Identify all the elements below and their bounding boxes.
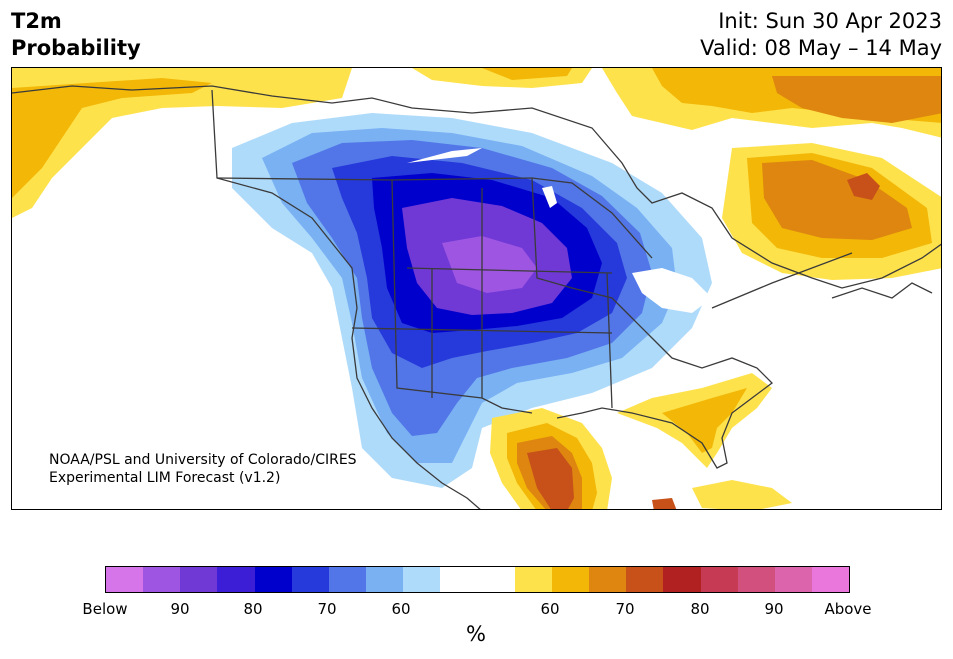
credit-line-2: Experimental LIM Forecast (v1.2)	[49, 470, 281, 486]
field-quebec-above-65	[762, 160, 912, 240]
colorbar-tick-label: Below	[82, 600, 128, 618]
colorbar-segment	[291, 567, 329, 592]
colorbar-tick-label: 90	[764, 600, 784, 618]
colorbar-tick-label: Above	[824, 600, 872, 618]
colorbar-tick-label: 70	[615, 600, 635, 618]
colorbar-segment	[551, 567, 590, 592]
colorbar-segment	[328, 567, 367, 592]
date-info: Init: Sun 30 Apr 2023 Valid: 08 May – 14…	[700, 8, 942, 62]
colorbar-tick-label: 60	[540, 600, 560, 618]
colorbar-segment	[366, 567, 404, 592]
colorbar-segment	[514, 567, 552, 592]
colorbar-segment	[589, 567, 627, 592]
field-cuba-above	[692, 480, 792, 509]
colorbar-segment	[403, 567, 441, 592]
init-date: Init: Sun 30 Apr 2023	[718, 9, 942, 33]
lake-winnipeg	[542, 186, 557, 208]
valid-range: Valid: 08 May – 14 May	[700, 36, 942, 60]
colorbar-segment	[700, 567, 738, 592]
colorbar-unit: %	[466, 622, 486, 646]
colorbar-segment	[254, 567, 292, 592]
colorbar-tick-label: 80	[690, 600, 710, 618]
lake-athabasca	[407, 148, 482, 163]
colorbar-segment	[143, 567, 181, 592]
colorbar-segment	[106, 567, 144, 592]
colorbar-segment	[737, 567, 775, 592]
great-lakes	[632, 268, 712, 313]
field-mexico-above-70	[527, 448, 574, 509]
forecast-map: NOAA/PSL and University of Colorado/CIRE…	[11, 67, 942, 510]
colorbar-segment	[626, 567, 664, 592]
chart-title: T2m Probability	[11, 8, 141, 62]
field-southeast-above-60	[662, 388, 747, 453]
field-arctic-islands-above-60	[482, 68, 572, 80]
field-quebec-above-70	[847, 173, 880, 200]
colorbar-segment	[811, 567, 850, 592]
field-below-90	[442, 236, 537, 293]
coastlines	[12, 85, 941, 509]
title-line-1: T2m	[11, 9, 62, 33]
field-greenland-above-65	[772, 76, 941, 123]
colorbar-segment	[663, 567, 701, 592]
colorbar	[105, 566, 850, 593]
field-caribbean-above-70	[652, 498, 677, 509]
colorbar-tick-label: 70	[317, 600, 337, 618]
field-alaska-above	[12, 68, 352, 218]
colorbar-segment	[774, 567, 812, 592]
map-canvas	[12, 68, 941, 509]
colorbar-segment	[180, 567, 218, 592]
colorbar-tick-label: 90	[170, 600, 190, 618]
colorbar-tick-label: 60	[391, 600, 411, 618]
credit-line-1: NOAA/PSL and University of Colorado/CIRE…	[49, 452, 357, 468]
field-alaska-above-60	[12, 78, 212, 198]
colorbar-segment	[217, 567, 255, 592]
credit-text: NOAA/PSL and University of Colorado/CIRE…	[49, 451, 357, 487]
colorbar-segment	[440, 567, 478, 592]
colorbar-tick-label: 80	[243, 600, 263, 618]
colorbar-segment	[477, 567, 515, 592]
title-line-2: Probability	[11, 36, 141, 60]
